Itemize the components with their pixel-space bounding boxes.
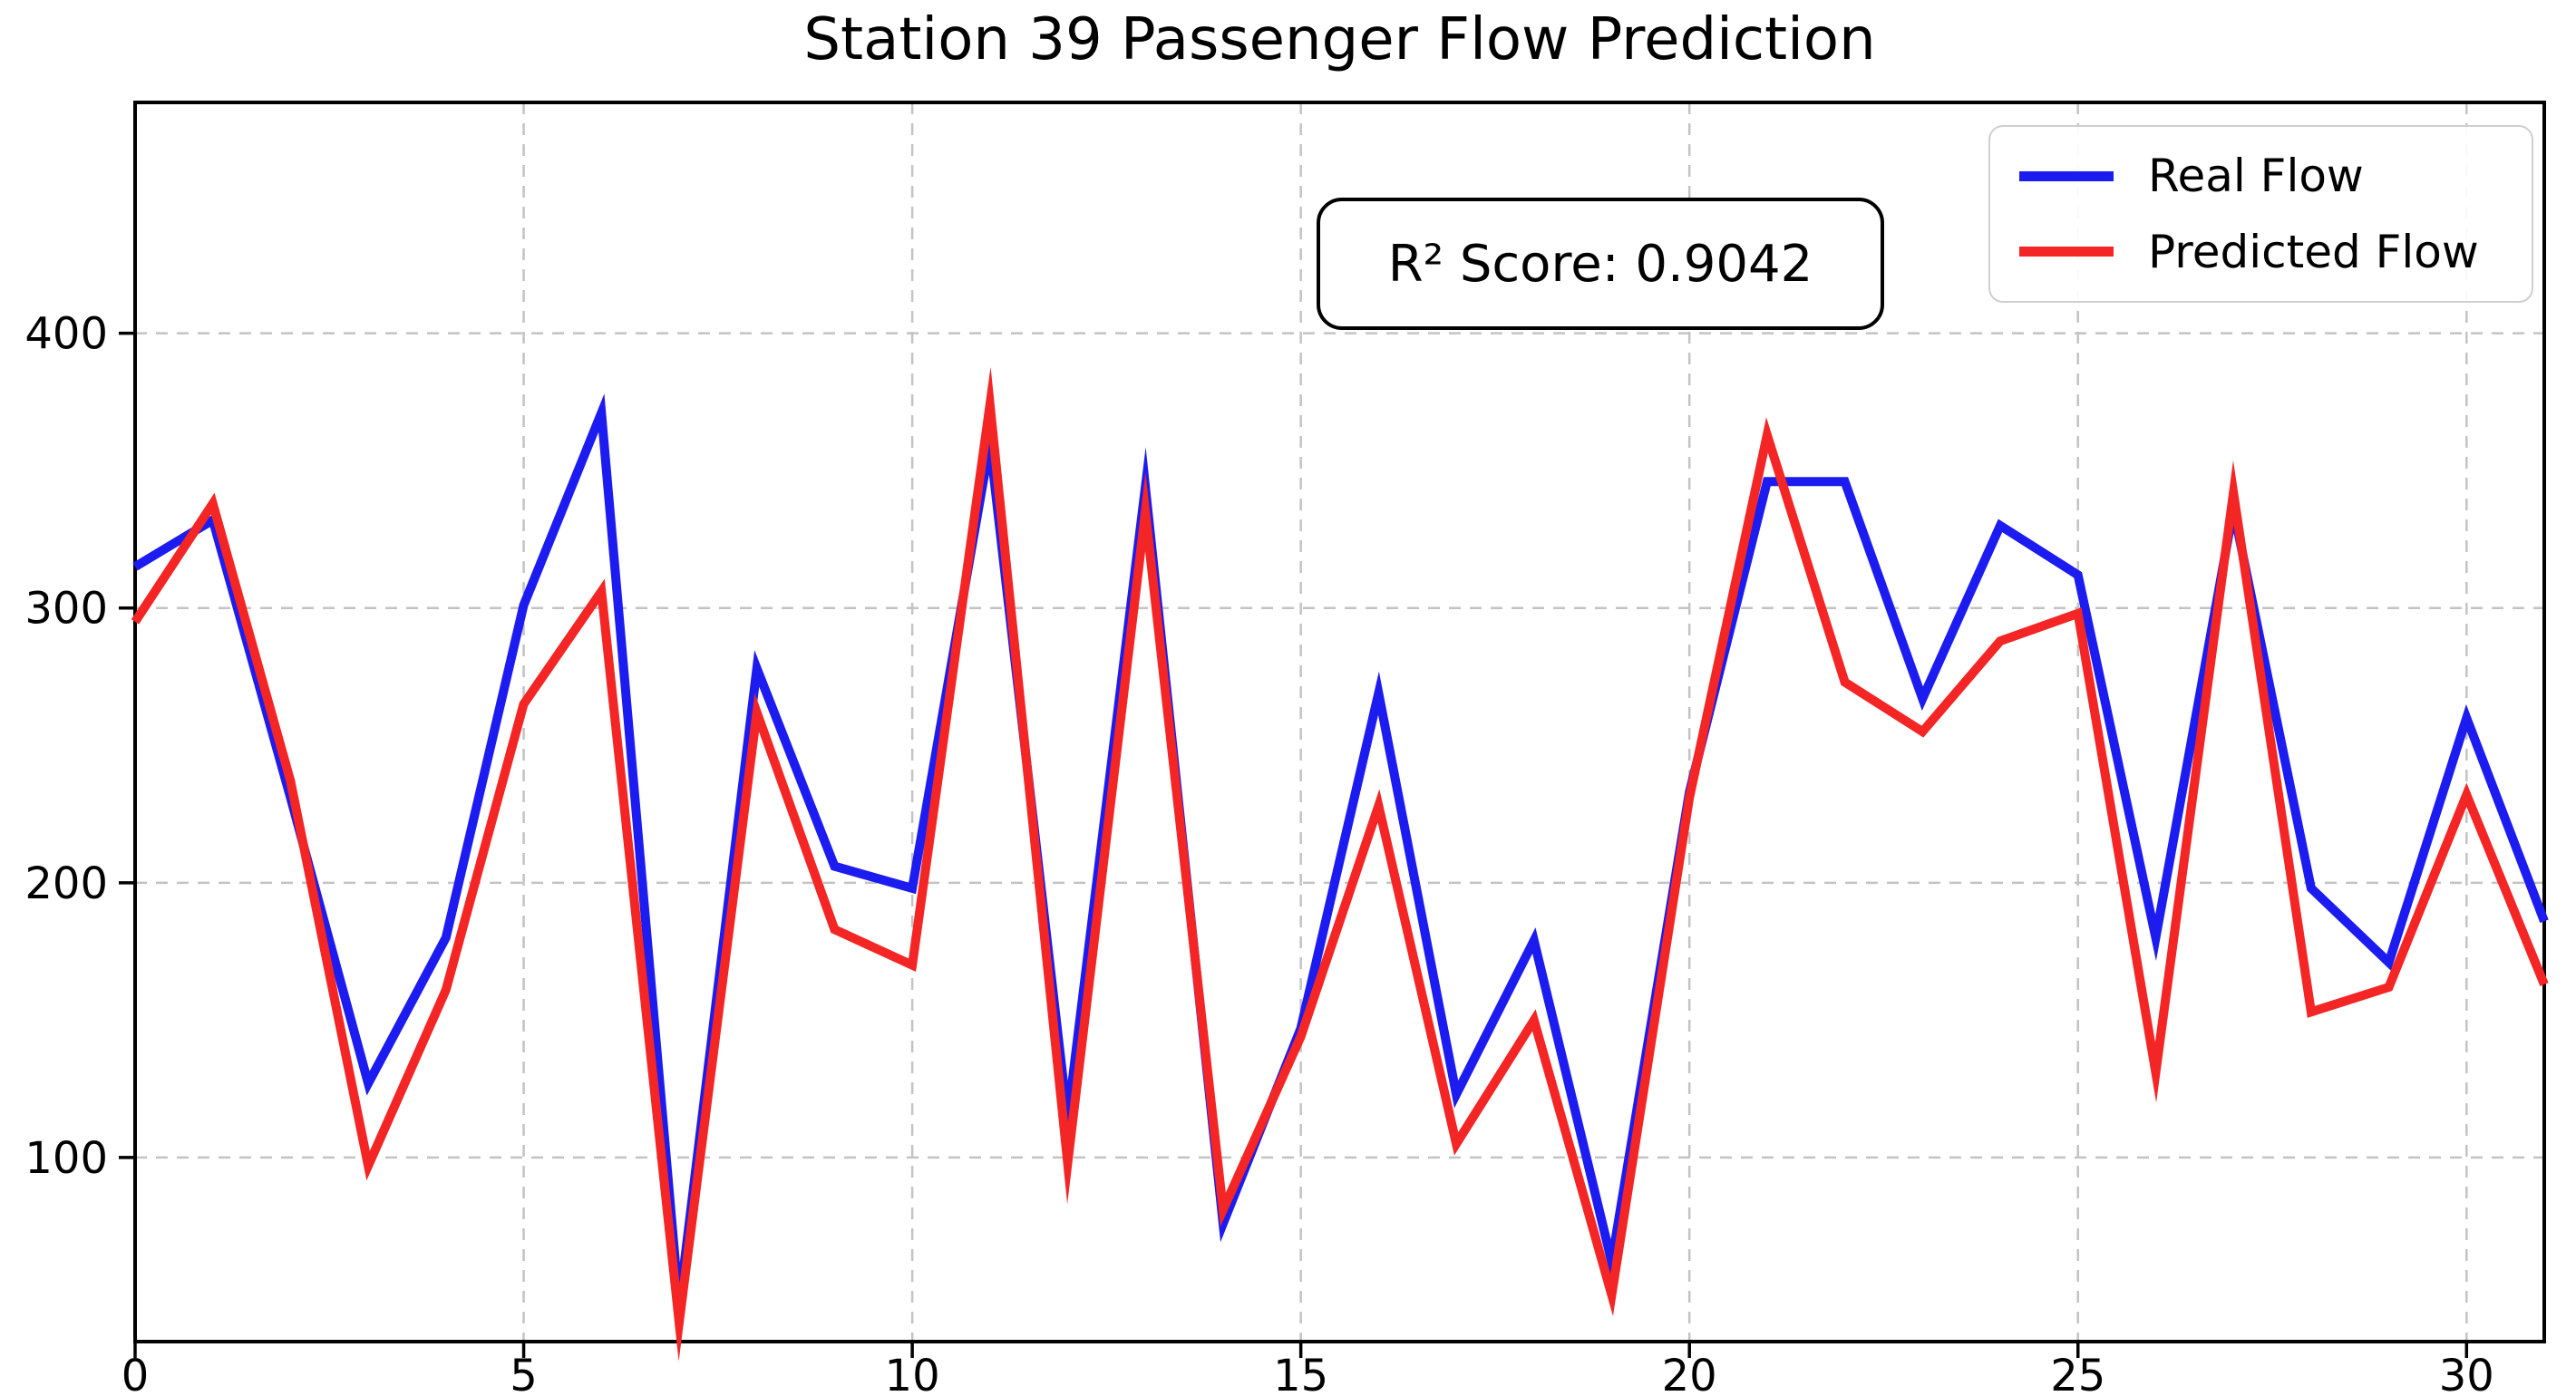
svg-text:5: 5 bbox=[510, 1351, 538, 1396]
legend-label-predicted-flow: Predicted Flow bbox=[2148, 225, 2479, 278]
svg-text:200: 200 bbox=[24, 858, 108, 909]
chart-title: Station 39 Passenger Flow Prediction bbox=[803, 6, 1876, 73]
legend: Real Flow Predicted Flow bbox=[1988, 125, 2533, 303]
legend-item-real-flow: Real Flow bbox=[1990, 150, 2532, 202]
predicted-flow-line-swatch bbox=[2019, 247, 2114, 257]
svg-text:100: 100 bbox=[24, 1133, 108, 1184]
svg-text:15: 15 bbox=[1273, 1351, 1328, 1396]
legend-label-real-flow: Real Flow bbox=[2148, 150, 2364, 203]
svg-text:300: 300 bbox=[24, 584, 108, 635]
svg-text:0: 0 bbox=[122, 1351, 150, 1396]
svg-text:20: 20 bbox=[1662, 1351, 1717, 1396]
svg-text:30: 30 bbox=[2439, 1351, 2494, 1396]
r2-score-annotation: R² Score: 0.9042 bbox=[1317, 198, 1884, 330]
svg-text:25: 25 bbox=[2050, 1351, 2105, 1396]
legend-item-predicted-flow: Predicted Flow bbox=[1990, 226, 2532, 278]
svg-text:10: 10 bbox=[885, 1351, 940, 1396]
svg-text:400: 400 bbox=[24, 309, 108, 360]
real-flow-line-swatch bbox=[2019, 170, 2114, 181]
r2-score-text: R² Score: 0.9042 bbox=[1387, 234, 1813, 294]
